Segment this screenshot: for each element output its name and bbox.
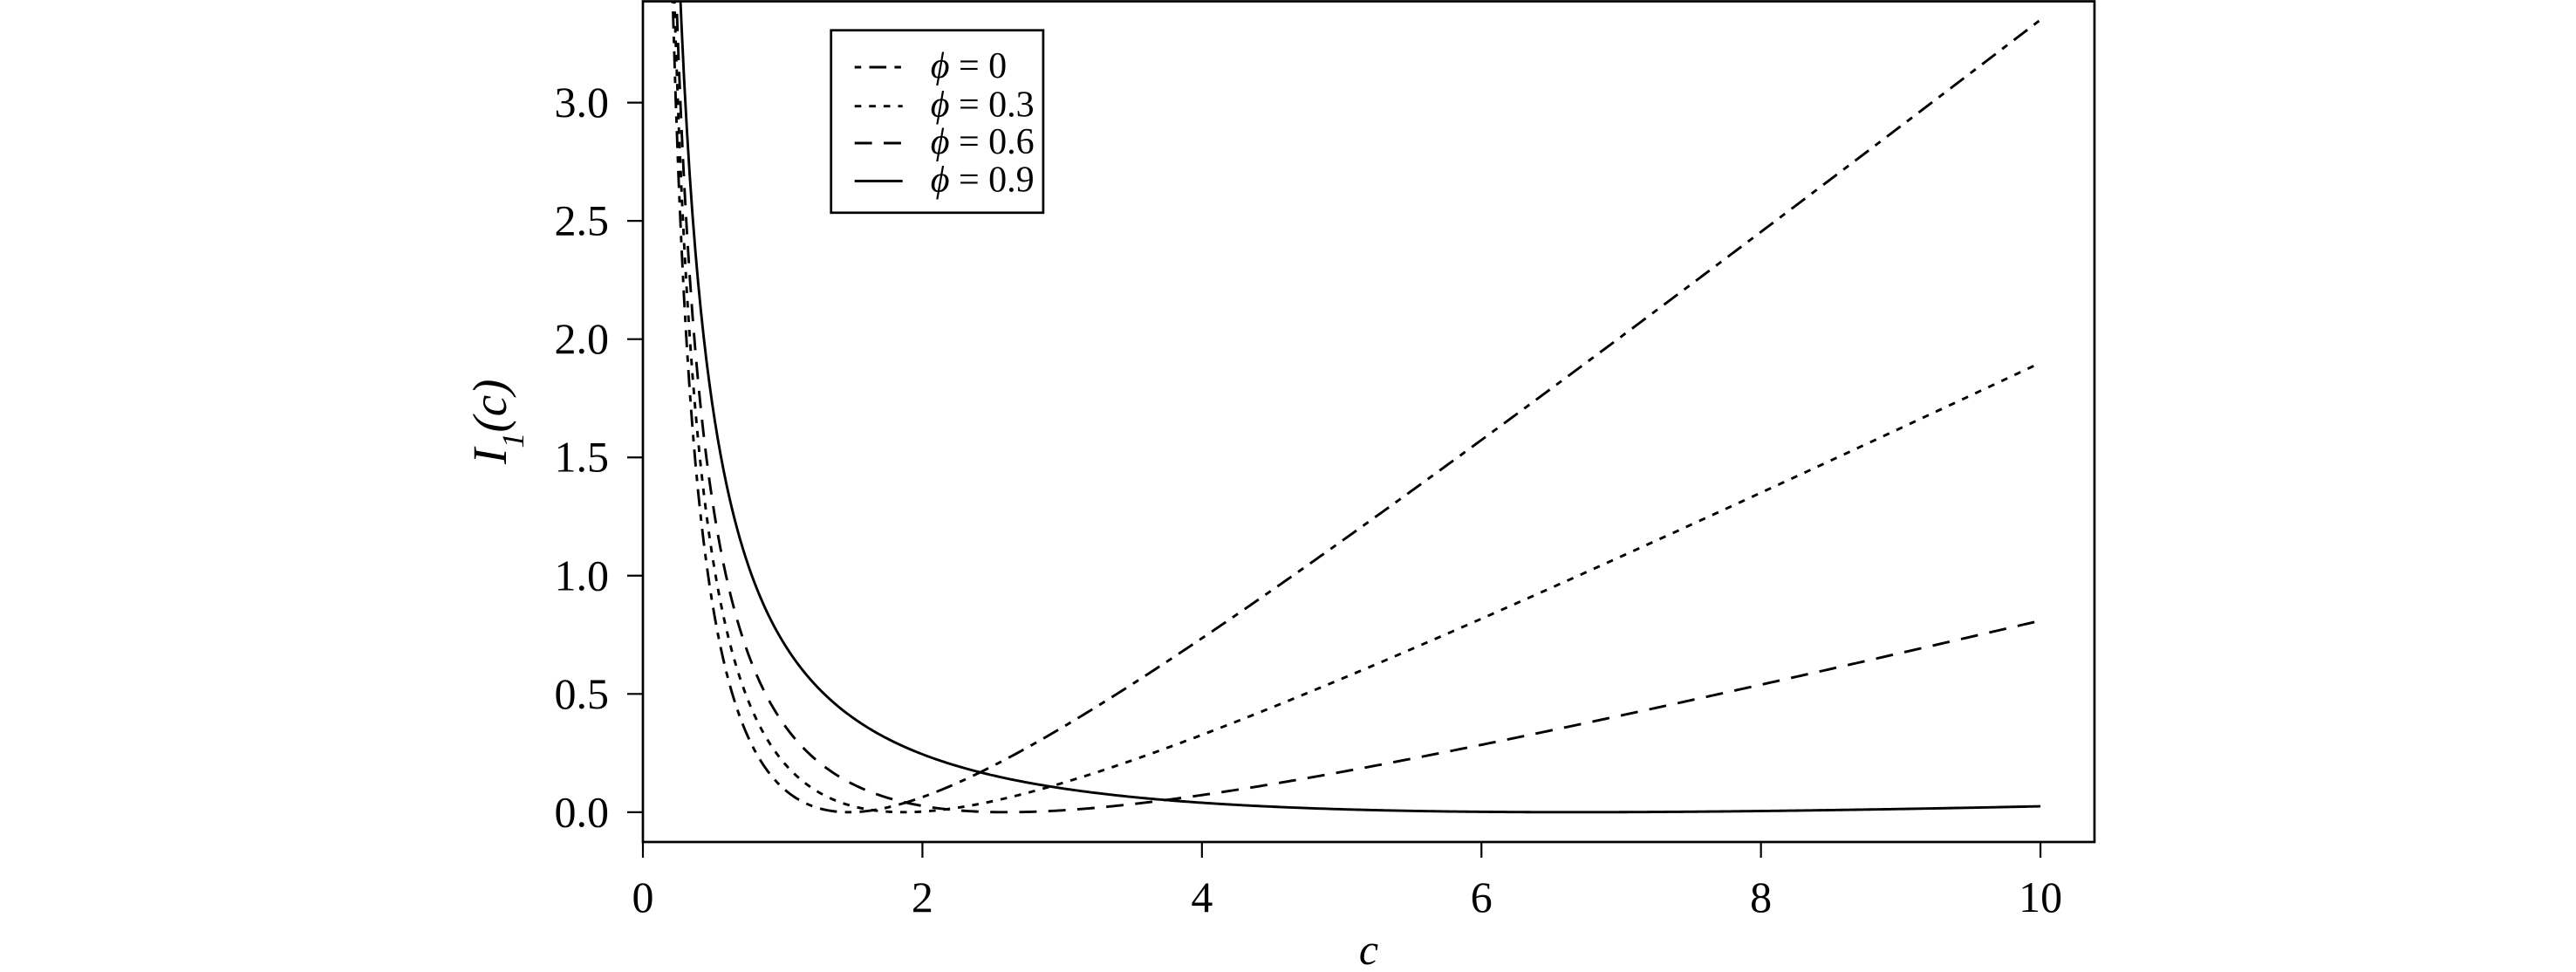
svg-text:ϕ = 0.3: ϕ = 0.3 [931, 86, 1035, 126]
svg-text:c: c [1359, 925, 1378, 972]
svg-text:8: 8 [1750, 873, 1772, 921]
svg-text:0.5: 0.5 [555, 669, 610, 718]
svg-text:10: 10 [2019, 873, 2062, 921]
svg-text:1.5: 1.5 [555, 433, 610, 482]
svg-text:0: 0 [632, 873, 654, 921]
svg-text:ϕ = 0.9: ϕ = 0.9 [931, 161, 1035, 201]
svg-text:I1(c): I1(c) [463, 380, 530, 465]
svg-text:6: 6 [1471, 873, 1493, 921]
svg-text:2.0: 2.0 [555, 314, 610, 363]
svg-text:0.0: 0.0 [555, 787, 610, 836]
svg-text:2: 2 [912, 873, 933, 921]
svg-text:ϕ = 0.6: ϕ = 0.6 [931, 122, 1035, 162]
svg-text:ϕ = 0: ϕ = 0 [931, 46, 1007, 86]
svg-text:3.0: 3.0 [555, 78, 610, 127]
svg-text:1.0: 1.0 [555, 551, 610, 599]
svg-text:2.5: 2.5 [555, 196, 610, 245]
svg-text:4: 4 [1191, 873, 1213, 921]
